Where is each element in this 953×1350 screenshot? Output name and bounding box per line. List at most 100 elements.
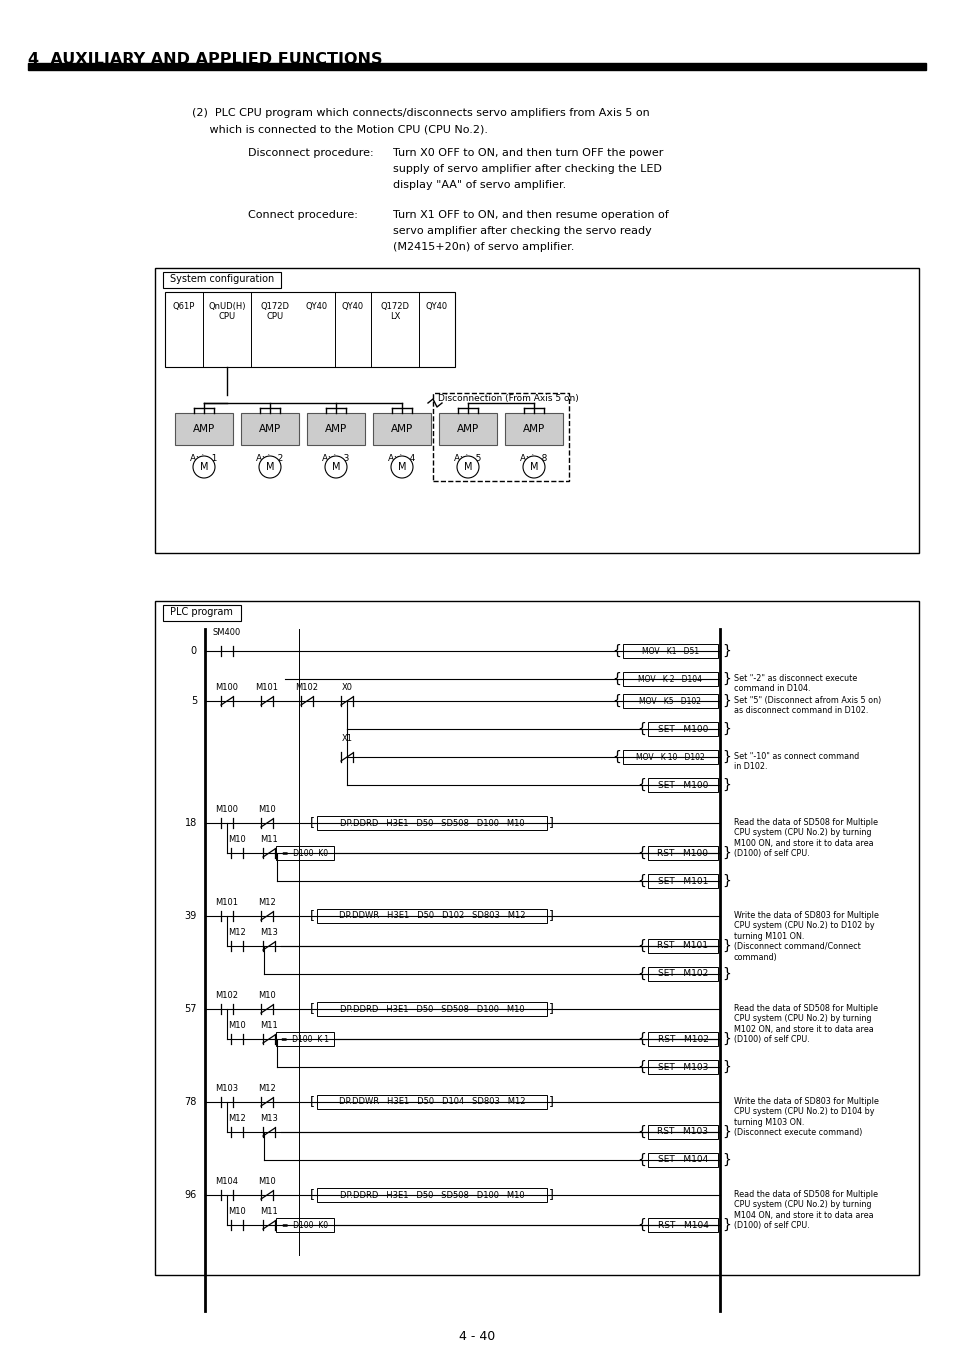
Bar (154, 269, 918, 554)
Text: MOV   K-10   D102: MOV K-10 D102 (636, 752, 704, 761)
Text: }: } (721, 967, 730, 981)
Text: {: { (637, 967, 645, 981)
Text: M103: M103 (215, 1084, 238, 1094)
Text: Write the data of SD803 for Multiple
CPU system (CPU No.2) to D104 by
turning M1: Write the data of SD803 for Multiple CPU… (733, 1098, 878, 1137)
Bar (373, 413, 431, 446)
Text: AMP: AMP (325, 424, 347, 433)
Text: Axis 2: Axis 2 (256, 454, 283, 463)
Text: Read the data of SD508 for Multiple
CPU system (CPU No.2) by turning
M100 ON, an: Read the data of SD508 for Multiple CPU … (733, 818, 877, 859)
Bar (28, 63, 925, 70)
Bar (275, 846, 334, 860)
Text: QY40: QY40 (341, 302, 364, 311)
Text: {: { (612, 644, 620, 657)
Text: Q61P: Q61P (172, 302, 195, 311)
Bar (622, 672, 718, 686)
Text: M: M (266, 462, 274, 472)
Bar (647, 1125, 718, 1139)
Text: AMP: AMP (456, 424, 478, 433)
Text: {: { (637, 1031, 645, 1046)
Text: MOV   K1   D51: MOV K1 D51 (641, 647, 699, 656)
Text: {: { (612, 751, 620, 764)
Bar (647, 967, 718, 981)
Text: M13: M13 (260, 927, 277, 937)
Text: ]: ] (548, 1095, 554, 1108)
Text: Read the data of SD508 for Multiple
CPU system (CPU No.2) by turning
M102 ON, an: Read the data of SD508 for Multiple CPU … (733, 1004, 877, 1044)
Text: =  D100  K-1: = D100 K-1 (281, 1034, 329, 1044)
Text: 39: 39 (185, 911, 196, 921)
Text: X1: X1 (341, 734, 352, 743)
Text: {: { (637, 846, 645, 860)
Bar (163, 271, 281, 288)
Text: M: M (199, 462, 208, 472)
Text: M12: M12 (228, 1114, 246, 1123)
Bar (504, 413, 562, 446)
Text: DP.DDWR   H3E1   D50   D104   SD803   M12: DP.DDWR H3E1 D50 D104 SD803 M12 (338, 1098, 525, 1107)
Text: M10: M10 (228, 836, 246, 844)
Text: M104: M104 (215, 1177, 238, 1187)
Text: 18: 18 (185, 818, 196, 828)
Text: 78: 78 (185, 1098, 196, 1107)
Text: Disconnect procedure:: Disconnect procedure: (248, 148, 374, 158)
Text: Read the data of SD508 for Multiple
CPU system (CPU No.2) by turning
M104 ON, an: Read the data of SD508 for Multiple CPU … (733, 1189, 877, 1230)
Text: }: } (721, 940, 730, 953)
Bar (316, 815, 546, 830)
Bar (647, 1153, 718, 1166)
Text: which is connected to the Motion CPU (CPU No.2).: which is connected to the Motion CPU (CP… (192, 124, 488, 134)
Text: RST   M101: RST M101 (657, 941, 708, 950)
Text: }: } (721, 1218, 730, 1233)
Text: 0: 0 (191, 647, 196, 656)
Text: [: [ (310, 1095, 314, 1108)
Text: }: } (721, 1031, 730, 1046)
Text: 96: 96 (185, 1189, 196, 1200)
Text: 5: 5 (191, 697, 196, 706)
Text: AMP: AMP (193, 424, 214, 433)
Text: QY40: QY40 (306, 302, 328, 311)
Text: SET   M100: SET M100 (658, 780, 707, 790)
Text: M12: M12 (258, 1084, 275, 1094)
Text: RST   M102: RST M102 (657, 1034, 708, 1044)
Text: M100: M100 (215, 683, 238, 693)
Text: SET   M100: SET M100 (658, 725, 707, 733)
Text: Turn X1 OFF to ON, and then resume operation of: Turn X1 OFF to ON, and then resume opera… (393, 211, 668, 220)
Text: {: { (637, 873, 645, 888)
Circle shape (258, 456, 281, 478)
Text: display "AA" of servo amplifier.: display "AA" of servo amplifier. (393, 180, 566, 190)
Text: Axis 1: Axis 1 (190, 454, 217, 463)
Text: M11: M11 (260, 836, 277, 844)
Text: M12: M12 (228, 927, 246, 937)
Text: SET   M104: SET M104 (658, 1156, 707, 1165)
Text: Connect procedure:: Connect procedure: (248, 211, 357, 220)
Text: ]: ] (548, 910, 554, 922)
Text: 4  AUXILIARY AND APPLIED FUNCTIONS: 4 AUXILIARY AND APPLIED FUNCTIONS (28, 53, 382, 68)
Bar (174, 413, 233, 446)
Text: ]: ] (548, 1188, 554, 1202)
Text: {: { (612, 694, 620, 707)
Bar (316, 1095, 546, 1108)
Text: }: } (721, 846, 730, 860)
Text: }: } (721, 1153, 730, 1166)
Text: Disconnection (From Axis 5 on): Disconnection (From Axis 5 on) (437, 394, 578, 404)
Text: Axis 3: Axis 3 (322, 454, 350, 463)
Bar (316, 909, 546, 923)
Bar (316, 1188, 546, 1202)
Text: System configuration: System configuration (170, 274, 274, 284)
Text: }: } (721, 751, 730, 764)
Text: }: } (721, 1060, 730, 1075)
Text: Set "-10" as connect command
in D102.: Set "-10" as connect command in D102. (733, 752, 859, 771)
Text: M10: M10 (258, 991, 275, 1000)
Text: M11: M11 (260, 1021, 277, 1030)
Bar (438, 413, 497, 446)
Text: {: { (637, 1060, 645, 1075)
Bar (647, 873, 718, 888)
Bar (647, 1060, 718, 1075)
Text: }: } (721, 644, 730, 657)
Text: {: { (637, 1125, 645, 1139)
Bar (307, 413, 365, 446)
Text: }: } (721, 1125, 730, 1139)
Text: 57: 57 (184, 1004, 196, 1014)
Bar (647, 1218, 718, 1233)
Text: [: [ (310, 817, 314, 829)
Circle shape (193, 456, 214, 478)
Text: QY40: QY40 (425, 302, 448, 311)
Text: DP.DDRD   H3E1   D50   SD508   D100   M10: DP.DDRD H3E1 D50 SD508 D100 M10 (339, 818, 524, 828)
